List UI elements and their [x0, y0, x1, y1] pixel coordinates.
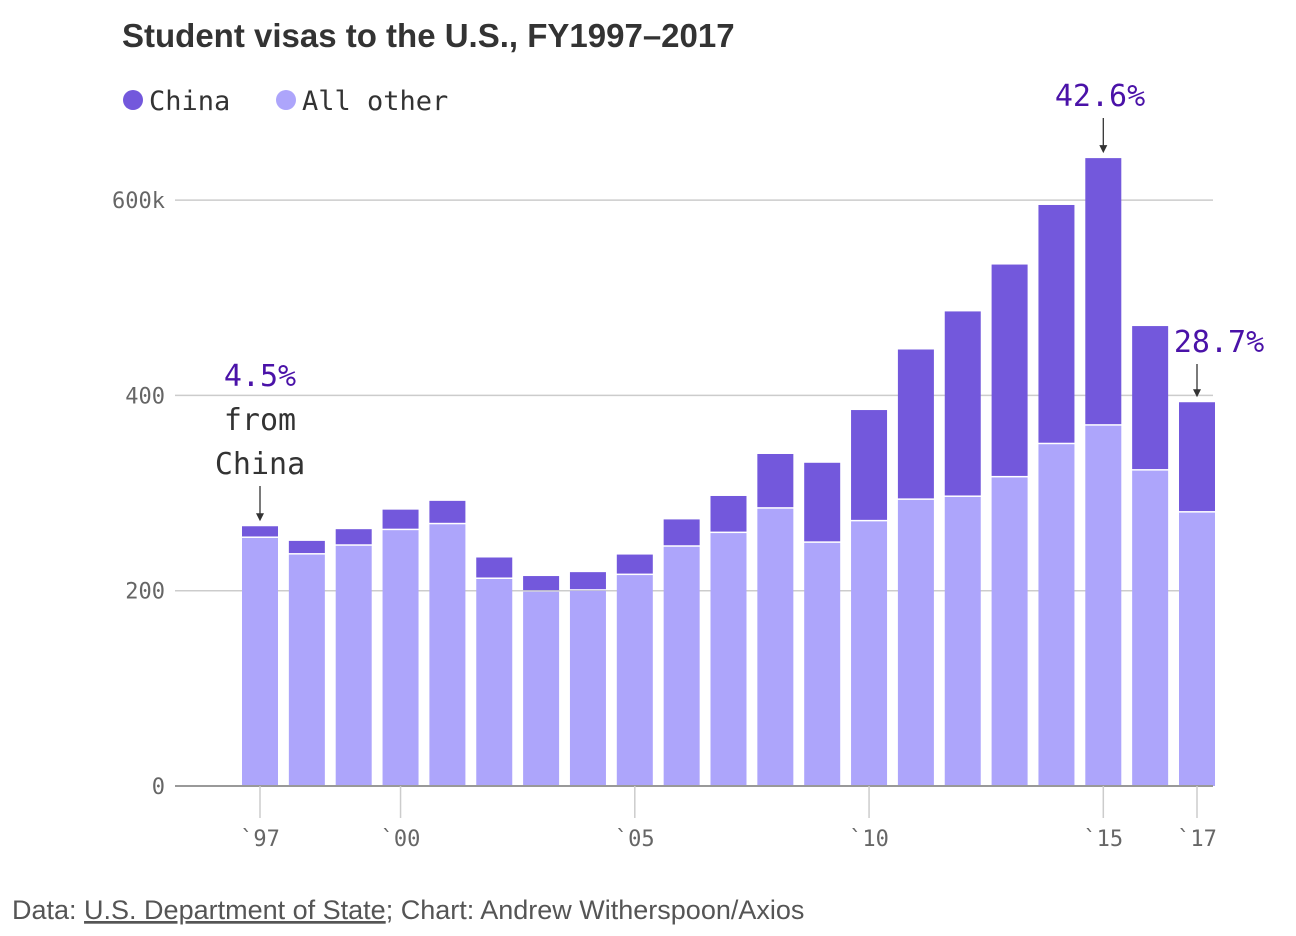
bar-china [242, 526, 278, 537]
y-tick-label: 200 [125, 580, 165, 605]
bar-china [569, 572, 606, 590]
bar-all-other [569, 590, 606, 786]
bar-all-other [851, 521, 888, 786]
annotations: 4.5% from China 42.6% 28.7% [215, 79, 1264, 522]
source-suffix: ; Chart: Andrew Witherspoon/Axios [386, 895, 805, 925]
bar-china [382, 509, 419, 529]
y-axis-ticks: 0 200 400 600k [112, 189, 165, 800]
legend: China All other [123, 86, 448, 117]
bar-china [335, 529, 372, 545]
x-tick-label: `00 [381, 827, 421, 852]
bar-all-other [1038, 444, 1075, 786]
annotation-arrow-head [1099, 145, 1108, 154]
bar-all-other [757, 508, 794, 786]
annotation-percent: 28.7% [1174, 325, 1264, 360]
bar-china [476, 557, 513, 578]
bar-all-other [288, 554, 325, 786]
annotation-percent: 42.6% [1055, 79, 1145, 114]
bar-all-other [523, 591, 560, 786]
bar-china [288, 540, 325, 554]
bar-all-other [242, 537, 278, 786]
legend-swatch-all-other [276, 90, 296, 110]
legend-label-all-other: All other [302, 86, 448, 117]
bar-all-other [1132, 470, 1169, 786]
source-prefix: Data: [12, 895, 84, 925]
x-tick-label: `10 [849, 827, 889, 852]
x-tick-label: `05 [615, 827, 655, 852]
bar-all-other [663, 546, 700, 786]
bar-all-other [897, 499, 934, 786]
annotation-percent: 4.5% [224, 359, 296, 394]
bar-china [851, 410, 888, 520]
legend-label-china: China [149, 86, 230, 117]
x-tick-label: `97 [240, 827, 280, 852]
bar-china [1085, 158, 1122, 425]
bar-china [710, 495, 747, 532]
bar-china [944, 311, 981, 496]
bar-all-other [944, 496, 981, 786]
bar-all-other [616, 575, 653, 786]
bar-all-other [335, 545, 372, 786]
y-tick-label: 0 [152, 775, 165, 800]
annotation-text: from [224, 403, 296, 438]
y-tick-label: 600k [112, 189, 165, 214]
bar-all-other [804, 542, 841, 786]
legend-swatch-china [123, 90, 143, 110]
bar-all-other [1085, 425, 1122, 786]
bar-china [616, 554, 653, 574]
bar-all-other [382, 530, 419, 786]
annotation-text: China [215, 447, 305, 482]
bar-all-other [991, 477, 1028, 786]
x-axis-ticks: `97 `00 `05 `10 `15 `17 [240, 786, 1217, 852]
x-tick-label: `15 [1083, 827, 1123, 852]
bars [242, 158, 1215, 786]
bar-china [991, 264, 1028, 476]
source-link[interactable]: U.S. Department of State [84, 895, 386, 925]
bar-china [1132, 326, 1169, 470]
bar-all-other [429, 524, 466, 786]
bar-china [897, 349, 934, 499]
bar-china [429, 500, 466, 523]
bar-china [1179, 402, 1215, 512]
bar-all-other [710, 533, 747, 786]
source-note: Data: U.S. Department of State; Chart: A… [12, 895, 804, 925]
chart-title: Student visas to the U.S., FY1997–2017 [122, 17, 735, 54]
annotation-arrow-head [1193, 389, 1201, 398]
bar-china [523, 576, 560, 591]
bar-china [663, 519, 700, 546]
bar-china [1038, 204, 1075, 443]
bar-china [804, 462, 841, 542]
annotation-arrow-head [256, 513, 264, 522]
bar-all-other [1179, 512, 1215, 786]
y-tick-label: 400 [125, 384, 165, 409]
bar-china [757, 453, 794, 508]
bar-all-other [476, 578, 513, 786]
x-tick-label: `17 [1177, 827, 1217, 852]
